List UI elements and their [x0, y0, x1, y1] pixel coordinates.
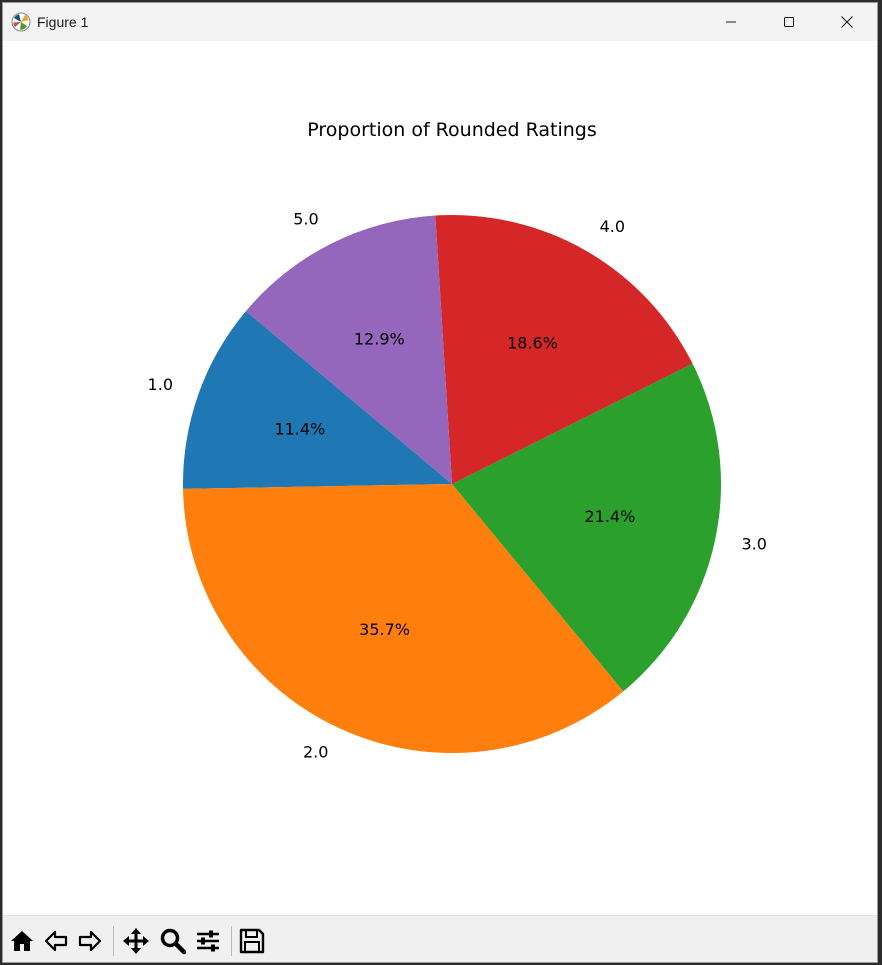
slice-percent-label: 11.4% [274, 420, 325, 439]
zoom-button[interactable] [158, 926, 188, 956]
close-button[interactable] [818, 3, 876, 41]
forward-icon [78, 930, 102, 952]
slice-category-label: 3.0 [742, 535, 767, 554]
pie-slice-2-0 [183, 484, 624, 754]
minimize-icon [726, 21, 736, 23]
maximize-icon [784, 17, 794, 27]
forward-button[interactable] [75, 926, 105, 956]
slice-percent-label: 12.9% [354, 329, 405, 348]
slice-category-label: 1.0 [148, 375, 173, 394]
slice-percent-label: 18.6% [507, 334, 558, 353]
chart-title: Proportion of Rounded Ratings [307, 119, 597, 141]
pan-icon [123, 928, 149, 954]
slice-category-label: 2.0 [303, 742, 328, 761]
back-button[interactable] [41, 926, 71, 956]
navigation-toolbar [3, 915, 877, 962]
configure-subplots-button[interactable] [193, 926, 223, 956]
close-icon [841, 16, 853, 28]
slice-percent-label: 21.4% [584, 507, 635, 526]
title-bar[interactable]: Figure 1 [3, 3, 877, 41]
save-button[interactable] [237, 926, 267, 956]
maximize-button[interactable] [760, 3, 818, 41]
slice-category-label: 5.0 [293, 209, 318, 228]
zoom-icon [160, 928, 187, 955]
home-icon [11, 931, 33, 951]
slice-category-label: 4.0 [600, 217, 625, 236]
toolbar-separator [231, 926, 232, 956]
matplotlib-app-icon [11, 12, 31, 32]
toolbar-separator [113, 926, 114, 956]
pie-slice-4-0 [435, 215, 693, 484]
pie-slice-3-0 [452, 363, 722, 692]
pie-slice-1-0 [182, 311, 453, 489]
slice-percent-label: 35.7% [359, 620, 410, 639]
save-icon [239, 928, 265, 954]
minimize-button[interactable] [702, 3, 760, 41]
figure-canvas[interactable]: Proportion of Rounded Ratings 1.0 11.4% 2.… [3, 41, 877, 915]
pan-button[interactable] [121, 926, 151, 956]
pie-slice-5-0 [245, 215, 452, 484]
configure-subplots-icon [197, 930, 219, 952]
pie-chart: Proportion of Rounded Ratings 1.0 11.4% 2.… [148, 119, 767, 761]
back-icon [44, 930, 68, 952]
window-title: Figure 1 [37, 14, 89, 30]
home-button[interactable] [7, 926, 37, 956]
